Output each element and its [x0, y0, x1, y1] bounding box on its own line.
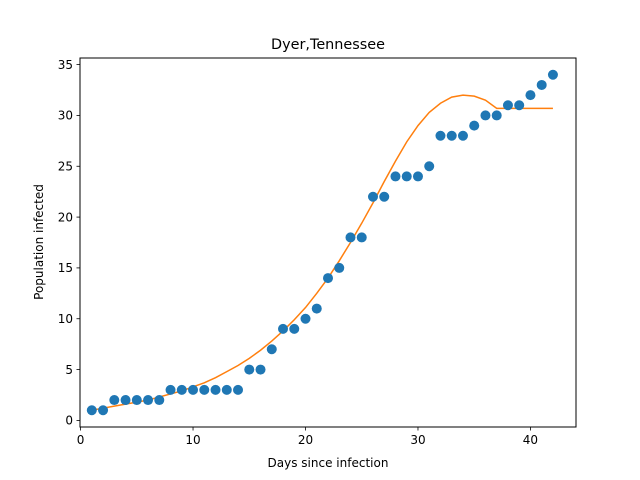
y-axis: 0 5 10 15 20 25 30 35	[58, 58, 80, 428]
data-point	[176, 384, 187, 395]
data-point	[289, 323, 300, 334]
data-point	[98, 405, 109, 416]
y-tick-label: 35	[58, 58, 73, 72]
x-tick-label: 20	[298, 433, 313, 447]
y-axis-label: Population infected	[32, 184, 46, 300]
data-point	[199, 384, 210, 395]
data-point	[514, 100, 525, 111]
data-point	[379, 191, 390, 202]
plot-area-frame	[79, 57, 577, 428]
data-point	[356, 232, 367, 243]
data-point	[367, 191, 378, 202]
y-tick-label: 25	[58, 160, 73, 174]
data-point	[390, 171, 401, 182]
x-tick-label: 40	[523, 433, 538, 447]
data-point	[266, 344, 277, 355]
data-point	[525, 90, 536, 101]
data-point	[165, 384, 176, 395]
data-point	[536, 79, 547, 90]
data-point	[412, 171, 423, 182]
data-point	[469, 120, 480, 131]
x-tick-label: 30	[410, 433, 425, 447]
data-point	[120, 395, 131, 406]
x-axis: 0 10 20 30 40	[77, 427, 538, 447]
chart-title: Dyer,Tennessee	[271, 37, 385, 53]
data-point	[424, 161, 435, 172]
data-point	[154, 395, 165, 406]
data-point	[210, 384, 221, 395]
y-tick-label: 20	[58, 210, 73, 224]
data-point	[300, 313, 311, 324]
data-point	[255, 364, 266, 375]
data-point	[547, 69, 558, 80]
data-point	[491, 110, 502, 121]
data-point	[457, 130, 468, 141]
data-point	[143, 395, 154, 406]
data-point	[480, 110, 491, 121]
data-point	[131, 395, 142, 406]
y-tick-label: 30	[58, 109, 73, 123]
y-tick-label: 15	[58, 261, 73, 275]
data-point	[221, 384, 232, 395]
data-point	[334, 262, 345, 273]
data-point	[188, 384, 199, 395]
x-tick-label: 10	[185, 433, 200, 447]
data-point	[502, 100, 513, 111]
data-point	[446, 130, 457, 141]
data-point	[311, 303, 322, 314]
points-layer	[86, 69, 558, 416]
data-point	[244, 364, 255, 375]
data-point	[278, 323, 289, 334]
data-point	[345, 232, 356, 243]
y-tick-label: 0	[65, 414, 73, 428]
data-point	[233, 384, 244, 395]
data-point	[109, 395, 120, 406]
y-tick-label: 10	[58, 312, 73, 326]
data-point	[435, 130, 446, 141]
data-point	[323, 273, 333, 284]
data-point	[401, 171, 412, 182]
y-tick-label: 5	[65, 363, 73, 377]
data-point	[86, 405, 97, 416]
x-tick-label: 0	[77, 433, 85, 447]
x-axis-label: Days since infection	[268, 456, 389, 470]
